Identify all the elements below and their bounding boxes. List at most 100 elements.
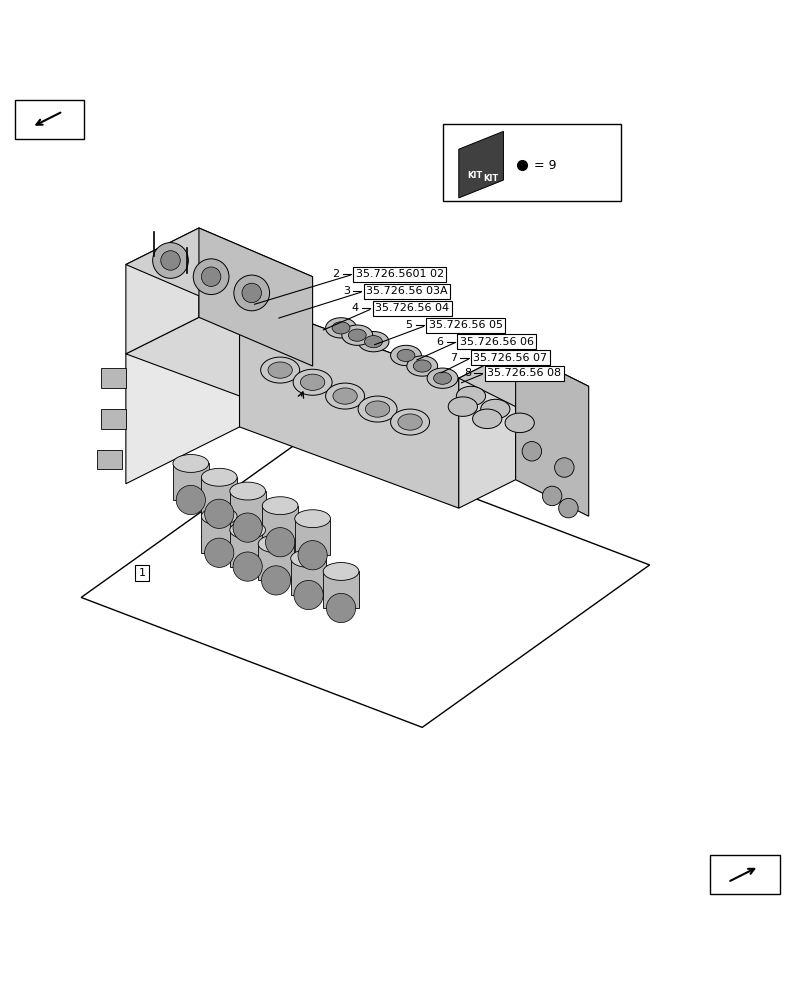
Circle shape — [201, 267, 221, 286]
FancyBboxPatch shape — [710, 855, 779, 894]
Polygon shape — [201, 477, 237, 514]
Ellipse shape — [258, 535, 294, 553]
Ellipse shape — [358, 396, 397, 422]
Ellipse shape — [332, 322, 350, 334]
Circle shape — [265, 528, 294, 557]
Ellipse shape — [358, 332, 388, 352]
Ellipse shape — [448, 397, 477, 416]
Ellipse shape — [325, 318, 356, 338]
Circle shape — [193, 259, 229, 295]
Circle shape — [326, 593, 355, 623]
Text: 8: 8 — [463, 368, 470, 378]
Ellipse shape — [262, 497, 298, 515]
Circle shape — [521, 442, 541, 461]
Ellipse shape — [173, 455, 208, 472]
Ellipse shape — [427, 368, 457, 388]
Ellipse shape — [260, 357, 299, 383]
Polygon shape — [126, 228, 199, 354]
Text: 35.726.56 08: 35.726.56 08 — [487, 368, 560, 378]
Ellipse shape — [294, 510, 330, 528]
Text: 35.726.56 03A: 35.726.56 03A — [366, 286, 448, 296]
Ellipse shape — [325, 383, 364, 409]
Ellipse shape — [480, 399, 509, 419]
Polygon shape — [126, 228, 312, 313]
Polygon shape — [230, 530, 265, 567]
Polygon shape — [230, 491, 265, 528]
Ellipse shape — [300, 374, 324, 390]
Polygon shape — [239, 297, 458, 508]
Text: 35.726.56 07: 35.726.56 07 — [473, 353, 547, 363]
FancyBboxPatch shape — [15, 100, 84, 139]
Ellipse shape — [341, 325, 372, 345]
Circle shape — [242, 283, 261, 303]
Ellipse shape — [504, 413, 534, 433]
Ellipse shape — [433, 372, 451, 384]
Ellipse shape — [230, 521, 265, 539]
Ellipse shape — [201, 468, 237, 486]
Circle shape — [161, 251, 180, 270]
Ellipse shape — [333, 388, 357, 404]
Text: 6: 6 — [436, 337, 443, 347]
Ellipse shape — [456, 386, 485, 406]
Polygon shape — [515, 350, 588, 516]
Ellipse shape — [397, 349, 414, 362]
Text: 35.726.56 04: 35.726.56 04 — [375, 303, 448, 313]
Circle shape — [204, 538, 234, 567]
Ellipse shape — [390, 409, 429, 435]
FancyBboxPatch shape — [97, 450, 122, 469]
Polygon shape — [258, 544, 294, 580]
Polygon shape — [201, 516, 237, 553]
Circle shape — [298, 541, 327, 570]
Circle shape — [233, 513, 262, 542]
Circle shape — [204, 499, 234, 528]
Ellipse shape — [397, 414, 422, 430]
Text: KIT: KIT — [466, 171, 482, 180]
FancyBboxPatch shape — [442, 124, 620, 201]
Polygon shape — [290, 558, 326, 595]
FancyBboxPatch shape — [101, 368, 126, 388]
Polygon shape — [458, 350, 588, 415]
Ellipse shape — [348, 329, 366, 341]
Circle shape — [176, 485, 205, 515]
Text: = 9: = 9 — [534, 159, 556, 172]
Circle shape — [542, 486, 561, 506]
Circle shape — [558, 498, 577, 518]
Circle shape — [261, 566, 290, 595]
Polygon shape — [262, 506, 298, 542]
Ellipse shape — [290, 550, 326, 567]
Text: 35.726.56 06: 35.726.56 06 — [459, 337, 533, 347]
Ellipse shape — [364, 336, 382, 348]
Ellipse shape — [230, 482, 265, 500]
Ellipse shape — [472, 409, 501, 429]
Polygon shape — [173, 463, 208, 500]
FancyBboxPatch shape — [101, 409, 126, 429]
Ellipse shape — [413, 360, 431, 372]
Polygon shape — [126, 297, 458, 435]
Text: 35.726.5601 02: 35.726.5601 02 — [355, 269, 444, 279]
Ellipse shape — [365, 401, 389, 417]
Circle shape — [152, 243, 188, 278]
Text: 1: 1 — [139, 568, 145, 578]
Text: 5: 5 — [405, 320, 412, 330]
Polygon shape — [458, 131, 503, 198]
Circle shape — [234, 275, 269, 311]
Polygon shape — [323, 571, 358, 608]
Polygon shape — [458, 350, 515, 508]
Circle shape — [233, 552, 262, 581]
Ellipse shape — [390, 345, 421, 366]
Ellipse shape — [201, 507, 237, 525]
Text: 35.726.56 05: 35.726.56 05 — [428, 320, 502, 330]
Ellipse shape — [323, 563, 358, 580]
Text: 3: 3 — [342, 286, 350, 296]
Text: 7: 7 — [449, 353, 457, 363]
Text: 4: 4 — [351, 303, 358, 313]
Ellipse shape — [268, 362, 292, 378]
Text: KIT: KIT — [483, 174, 498, 183]
Polygon shape — [294, 519, 330, 555]
Text: 2: 2 — [332, 269, 339, 279]
Circle shape — [294, 580, 323, 610]
Ellipse shape — [293, 369, 332, 395]
Circle shape — [554, 458, 573, 477]
Ellipse shape — [406, 356, 437, 376]
Polygon shape — [126, 297, 239, 484]
